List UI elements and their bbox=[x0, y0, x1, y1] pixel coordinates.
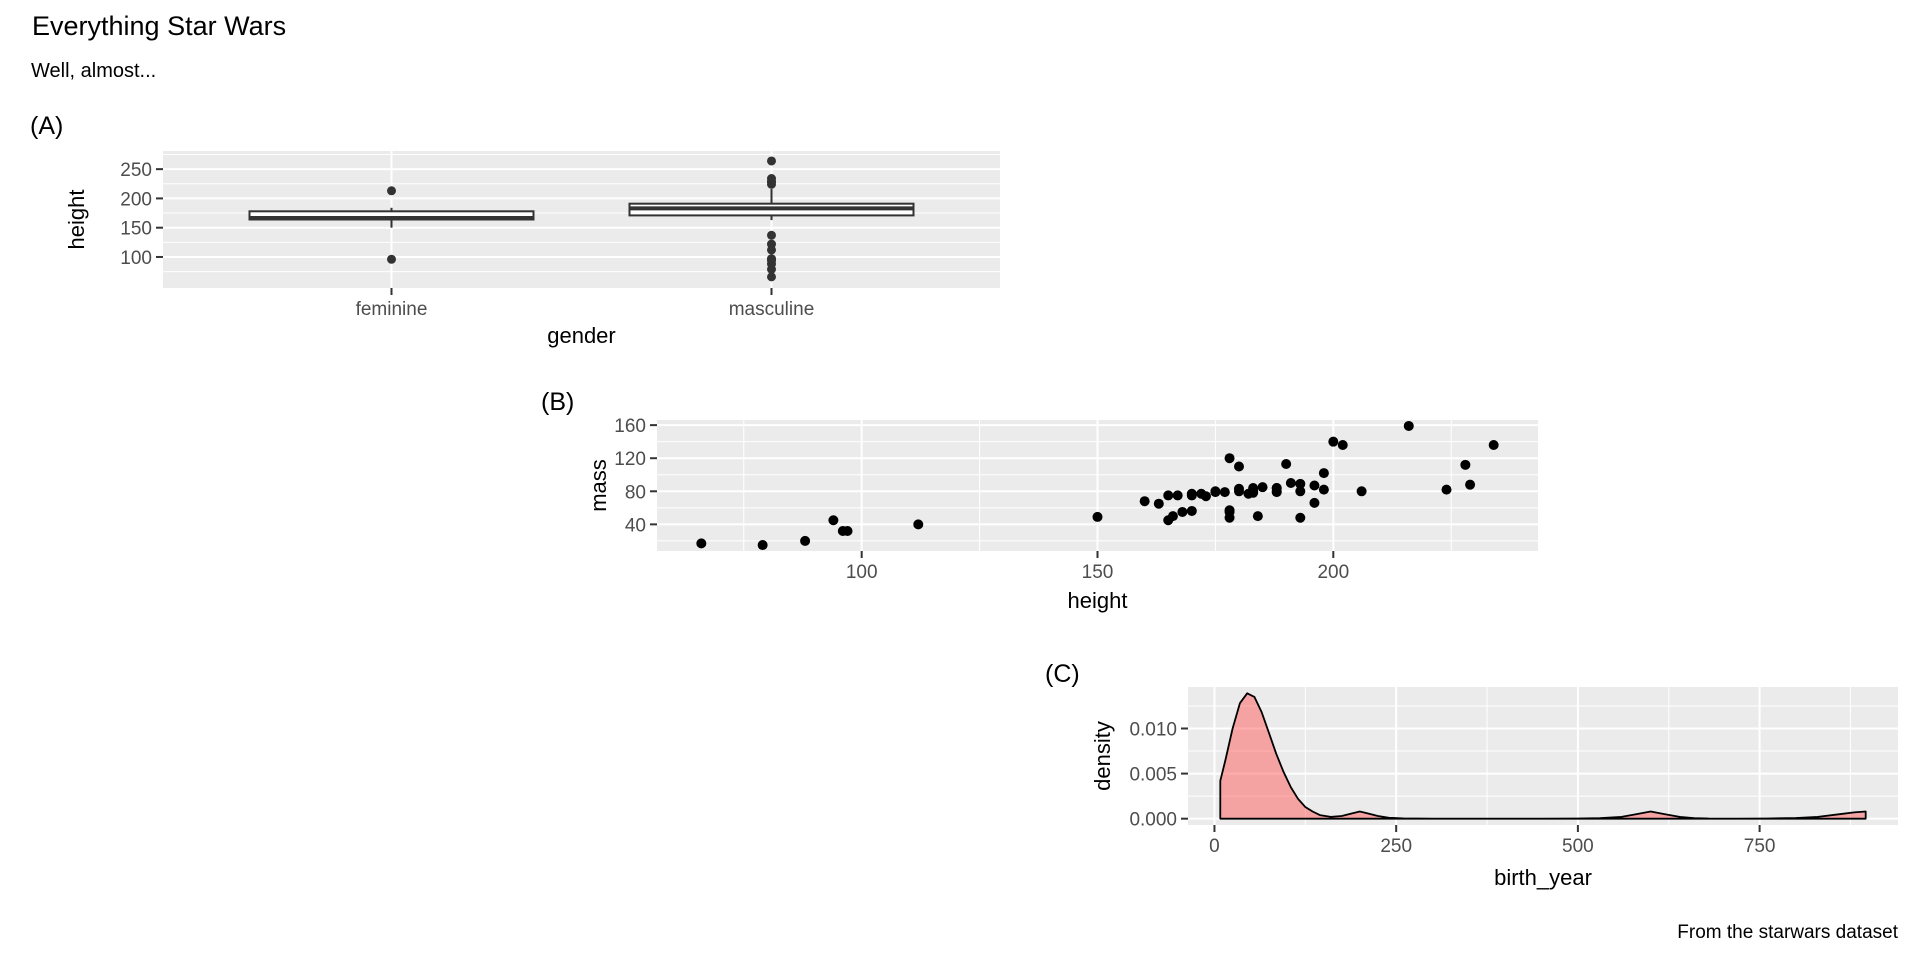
data-point bbox=[1153, 498, 1164, 509]
panel-background bbox=[1188, 687, 1898, 825]
data-point bbox=[1356, 486, 1367, 497]
gridlines bbox=[657, 420, 1538, 551]
outlier-point bbox=[766, 254, 776, 264]
data-point bbox=[828, 515, 839, 526]
data-point bbox=[1248, 487, 1259, 498]
panel-tag-b: (B) bbox=[541, 388, 575, 416]
data-point bbox=[1295, 478, 1306, 489]
data-point bbox=[1465, 479, 1476, 490]
data-point bbox=[1139, 496, 1150, 507]
x-tick-label: masculine bbox=[729, 299, 815, 320]
data-point bbox=[1488, 439, 1499, 450]
panel-tag-a: (A) bbox=[30, 112, 64, 140]
data-point bbox=[1285, 478, 1296, 489]
y-tick-label: 40 bbox=[625, 515, 646, 536]
axes: 100 150 200 250 feminine masculine gender heigh… bbox=[64, 160, 814, 348]
data-point bbox=[1295, 512, 1306, 523]
plot-title: Everything Star Wars bbox=[32, 11, 287, 41]
outlier-point bbox=[387, 254, 397, 264]
data-point bbox=[1210, 486, 1221, 497]
axes: 0.000 0.005 0.010 0 250 500 750 birth_year densi… bbox=[1090, 719, 1775, 890]
x-tick-label: 0 bbox=[1209, 836, 1220, 857]
y-tick-label: 150 bbox=[120, 219, 152, 240]
data-point bbox=[1224, 453, 1235, 464]
x-tick-label: 500 bbox=[1562, 836, 1594, 857]
y-tick-label: 80 bbox=[625, 482, 646, 503]
data-point bbox=[1281, 458, 1292, 469]
data-point bbox=[757, 540, 768, 551]
data-point bbox=[842, 525, 853, 536]
x-tick-label: 200 bbox=[1317, 562, 1349, 583]
data-point bbox=[1092, 511, 1103, 522]
data-point bbox=[1257, 482, 1268, 493]
data-point bbox=[913, 519, 924, 530]
data-point bbox=[1163, 490, 1174, 501]
y-axis-title: density bbox=[1090, 721, 1115, 791]
density-birth-year: 0.000 0.005 0.010 0 250 500 750 birth_year densi… bbox=[1090, 687, 1898, 890]
data-point bbox=[1318, 484, 1329, 495]
data-point bbox=[1403, 420, 1414, 431]
y-tick-label: 160 bbox=[614, 416, 646, 437]
x-tick-label: feminine bbox=[356, 299, 428, 320]
data-point bbox=[1460, 459, 1471, 470]
data-point bbox=[800, 535, 811, 546]
boxplot-series bbox=[248, 156, 915, 282]
data-point bbox=[1233, 461, 1244, 472]
data-point bbox=[1309, 497, 1320, 508]
data-point bbox=[1200, 491, 1211, 502]
x-axis-title: gender bbox=[547, 323, 616, 348]
outlier-point bbox=[766, 174, 776, 184]
data-point bbox=[1309, 480, 1320, 491]
data-point bbox=[1219, 487, 1230, 498]
data-point bbox=[696, 538, 707, 549]
boxplot-height-by-gender: 100 150 200 250 feminine masculine gender heigh… bbox=[64, 151, 1000, 348]
plot-subtitle: Well, almost... bbox=[31, 60, 157, 82]
y-tick-label: 250 bbox=[120, 160, 152, 181]
data-point bbox=[1337, 439, 1348, 450]
data-point bbox=[1172, 490, 1183, 501]
data-point bbox=[1295, 486, 1306, 497]
x-tick-label: 150 bbox=[1082, 562, 1114, 583]
y-tick-label: 0.005 bbox=[1129, 765, 1177, 786]
data-point bbox=[1163, 515, 1174, 526]
y-axis-title: mass bbox=[586, 459, 611, 512]
outlier-point bbox=[766, 230, 776, 240]
y-axis-title: height bbox=[64, 190, 89, 250]
outlier-point bbox=[766, 272, 776, 282]
panel-tag-c: (C) bbox=[1045, 660, 1080, 688]
x-tick-label: 100 bbox=[846, 562, 878, 583]
scatter-points bbox=[696, 420, 1499, 551]
data-point bbox=[1177, 506, 1188, 517]
x-tick-label: 250 bbox=[1380, 836, 1412, 857]
x-tick-label: 750 bbox=[1744, 836, 1776, 857]
outlier-point bbox=[766, 239, 776, 249]
density-curve bbox=[1219, 692, 1867, 820]
y-tick-label: 0.000 bbox=[1129, 810, 1177, 831]
data-point bbox=[1441, 484, 1452, 495]
data-point bbox=[1271, 487, 1282, 498]
data-point bbox=[1224, 512, 1235, 523]
y-tick-label: 120 bbox=[614, 449, 646, 470]
data-point bbox=[1328, 436, 1339, 447]
y-tick-label: 0.010 bbox=[1129, 719, 1177, 740]
scatter-mass-vs-height: 40 80 120 160 100 150 200 height mass bbox=[586, 416, 1538, 613]
data-point bbox=[1252, 511, 1263, 522]
y-tick-label: 100 bbox=[120, 248, 152, 269]
outlier-point bbox=[766, 156, 776, 166]
data-point bbox=[1186, 505, 1197, 516]
data-point bbox=[1186, 490, 1197, 501]
plot-caption: From the starwars dataset bbox=[1677, 922, 1898, 943]
axes: 40 80 120 160 100 150 200 height mass bbox=[586, 416, 1349, 613]
x-axis-title: height bbox=[1068, 588, 1128, 613]
y-tick-label: 200 bbox=[120, 189, 152, 210]
data-point bbox=[1318, 468, 1329, 479]
data-point bbox=[1233, 483, 1244, 494]
x-axis-title: birth_year bbox=[1494, 865, 1592, 890]
data-point bbox=[1224, 505, 1235, 516]
outlier-point bbox=[387, 186, 397, 196]
